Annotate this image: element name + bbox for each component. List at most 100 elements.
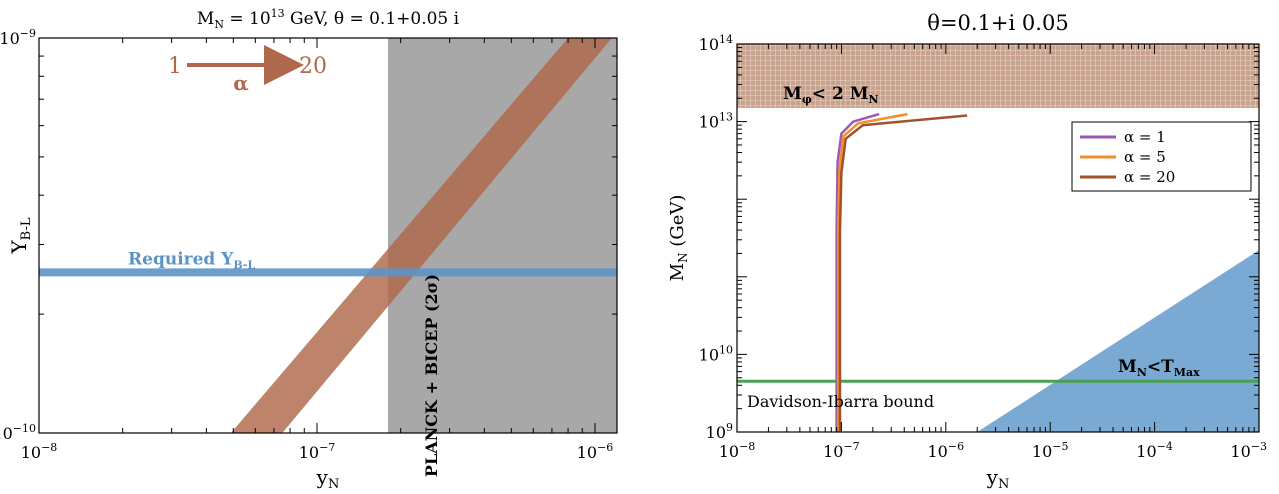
- y-tick-label-exp: 14: [719, 33, 733, 46]
- mphi-label: Mφ< 2 MN: [783, 84, 879, 106]
- y-tick-label-base: 10: [0, 29, 20, 48]
- x-tick-label: 10−7: [823, 440, 860, 461]
- title-part: M: [197, 9, 214, 29]
- x-tick-label-base: 10: [1032, 442, 1052, 461]
- title-part: 13: [271, 7, 285, 20]
- alpha-band: [230, 38, 612, 433]
- ylabel-part: Y: [7, 240, 31, 255]
- y-tick-label-base: 10: [699, 113, 719, 132]
- tmax-label-part: <T: [1147, 357, 1174, 377]
- x-tick-label-base: 10: [823, 442, 843, 461]
- y-tick-label-exp: 9: [726, 421, 733, 434]
- y-tick-label-exp: −10: [13, 422, 36, 435]
- x-tick-label-exp: −7: [843, 440, 859, 453]
- legend-label-1: α = 5: [1124, 148, 1166, 166]
- right-plot-area: [737, 44, 1259, 432]
- alpha-to-text: 20: [299, 54, 327, 79]
- x-tick-label-base: 10: [299, 443, 319, 462]
- left-chart-title: MN = 1013 GeV, θ = 0.1+0.05 i: [197, 7, 460, 31]
- left-panel: 10−810−710−610−1010−9MN = 1013 GeV, θ = …: [0, 7, 618, 492]
- davidson-ibarra-label: Davidson-Ibarra bound: [747, 392, 934, 411]
- legend-label-text: α = 1: [1124, 128, 1166, 146]
- title-part: GeV, θ = 0.1+0.05 i: [285, 9, 460, 29]
- ylabel-part: M: [667, 263, 688, 281]
- x-tick-label-exp: −3: [1251, 440, 1267, 453]
- right-x-axis-label: yN: [986, 465, 1010, 492]
- series-line-2: [838, 114, 968, 432]
- title-part: = 10: [224, 9, 271, 29]
- x-tick-label: 10−3: [1230, 440, 1267, 461]
- y-tick-label-exp: −9: [20, 27, 36, 40]
- legend-label-text: α = 5: [1124, 148, 1166, 166]
- left-plot-area: [39, 38, 617, 433]
- y-tick-label-base: 10: [699, 35, 719, 54]
- right-plot-frame: [736, 43, 1260, 433]
- x-tick-label: 10−5: [1032, 440, 1069, 461]
- x-tick-label-base: 10: [21, 443, 41, 462]
- xlabel-part: N: [998, 477, 1009, 492]
- title-part: N: [214, 18, 224, 31]
- y-tick-label-base: 10: [0, 424, 13, 443]
- left-y-axis-label: YB-L: [7, 217, 34, 254]
- tmax-label: MN<TMax: [1118, 357, 1200, 379]
- y-tick-label-base: 10: [706, 423, 726, 442]
- x-tick-label: 10−8: [21, 441, 58, 462]
- y-tick-label: 1013: [699, 111, 733, 132]
- x-tick-label-exp: −4: [1157, 440, 1173, 453]
- right-chart-title: θ=0.1+i 0.05: [927, 11, 1068, 35]
- alpha-symbol-label: α: [233, 71, 248, 95]
- mphi-label-part: φ: [802, 93, 812, 106]
- x-tick-label: 10−6: [577, 441, 614, 462]
- y-tick-label: 1014: [699, 33, 733, 54]
- tmax-label-part: N: [1137, 366, 1147, 379]
- y-tick-label: 1010: [699, 343, 733, 364]
- alpha-symbol-text: α: [233, 71, 248, 95]
- x-tick-label-exp: −7: [319, 441, 335, 454]
- x-tick-label-base: 10: [719, 442, 739, 461]
- planck-bicep-label: PLANCK + BICEP (2σ): [422, 274, 441, 477]
- tmax-label-part: M: [1118, 357, 1137, 377]
- mphi-label-part: < 2 M: [812, 84, 869, 104]
- series-line-0: [835, 112, 880, 432]
- right-panel: 10−8 10−7 10−6 10−5 10−4 10−3109101010131014θ…: [667, 11, 1267, 492]
- x-tick-label-base: 10: [1136, 442, 1156, 461]
- y-tick-label: 109: [706, 421, 733, 442]
- required-label-part: Required Y: [128, 249, 234, 269]
- ylabel-part: B-L: [19, 217, 34, 240]
- right-title-text: θ=0.1+i 0.05: [927, 11, 1068, 35]
- legend-label-text: α = 20: [1124, 168, 1175, 186]
- mphi-label-part: M: [783, 84, 802, 104]
- xlabel-part: N: [328, 477, 339, 492]
- required-yb-l-label: Required YB-L: [128, 249, 255, 271]
- x-tick-label-base: 10: [928, 442, 948, 461]
- left-plot-frame: [38, 37, 618, 434]
- xlabel-part: y: [316, 465, 329, 489]
- x-tick-label-exp: −5: [1052, 440, 1068, 453]
- legend: α = 1 α = 5 α = 20: [1071, 121, 1252, 192]
- alpha-from-label: 1: [168, 54, 182, 79]
- y-tick-label-exp: 13: [719, 111, 733, 124]
- required-label-part: B-L: [233, 258, 255, 271]
- x-tick-label-base: 10: [577, 443, 597, 462]
- y-tick-label: 10−9: [0, 27, 36, 48]
- legend-label-0: α = 1: [1124, 128, 1166, 146]
- right-y-axis-label: MN (GeV): [667, 195, 690, 282]
- xlabel-part: y: [986, 465, 999, 489]
- x-tick-label-exp: −6: [948, 440, 964, 453]
- planck-label-text: PLANCK + BICEP (2σ): [422, 274, 441, 477]
- mphi-label-part: N: [869, 93, 879, 106]
- x-tick-label: 10−7: [299, 441, 336, 462]
- y-tick-label-exp: 10: [719, 343, 733, 356]
- left-x-axis-label: yN: [316, 465, 340, 492]
- y-tick-label: 10−10: [0, 422, 36, 443]
- x-tick-label: 10−6: [928, 440, 965, 461]
- x-tick-label: 10−4: [1136, 440, 1173, 461]
- alpha-to-label: 20: [299, 54, 327, 79]
- tmax-label-part: Max: [1174, 366, 1200, 379]
- series-line-1: [836, 112, 908, 432]
- davidson-label-text: Davidson-Ibarra bound: [747, 392, 934, 411]
- y-tick-label-base: 10: [699, 345, 719, 364]
- tmax-region: [977, 250, 1259, 432]
- x-tick-label-exp: −6: [597, 441, 613, 454]
